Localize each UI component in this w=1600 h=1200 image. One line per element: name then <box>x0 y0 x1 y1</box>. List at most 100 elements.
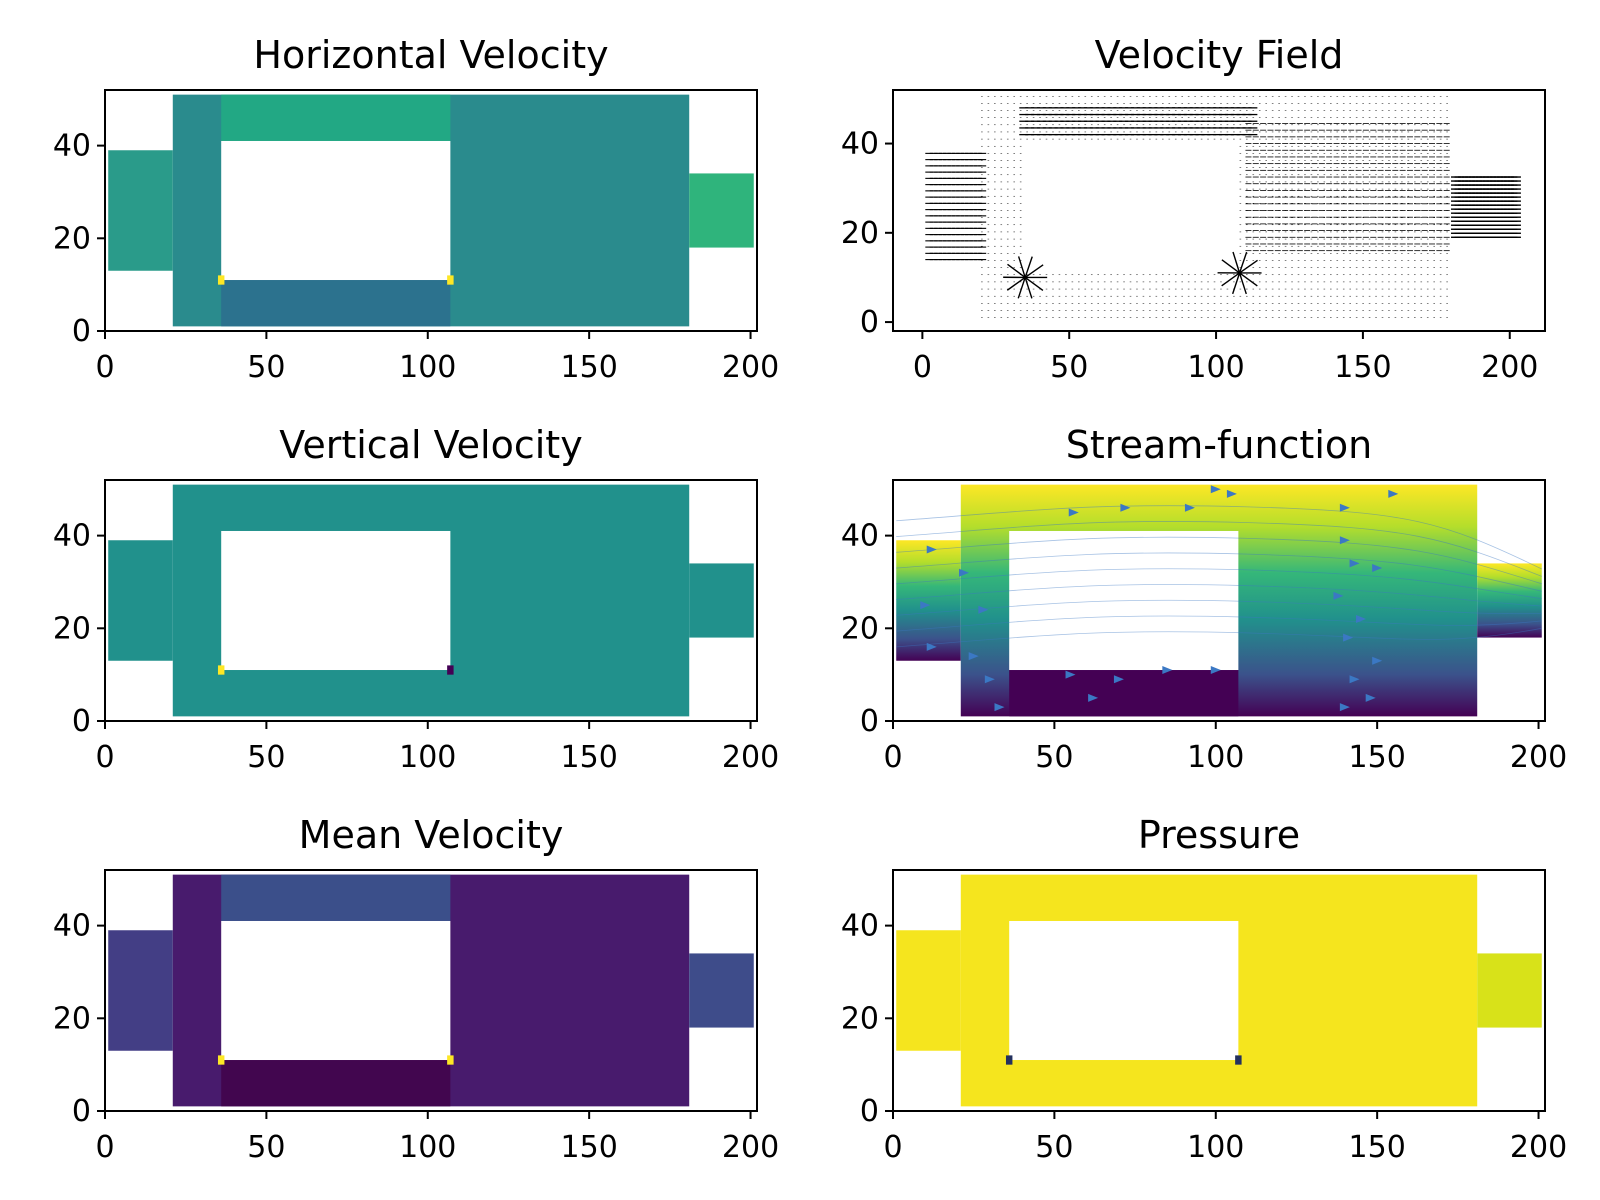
stream-arrow <box>968 652 979 661</box>
stream-arrow <box>1356 615 1367 624</box>
obstacle <box>221 920 451 1061</box>
x-tick-label: 200 <box>722 1130 779 1165</box>
stream-arrow <box>1065 670 1076 679</box>
y-tick-label: 0 <box>72 704 91 739</box>
stream-arrow <box>994 703 1005 712</box>
obstacle <box>1009 530 1239 671</box>
stream-arrow <box>978 605 989 614</box>
x-tick-label: 100 <box>399 350 456 385</box>
streamline <box>896 584 1542 607</box>
streamline <box>896 521 1542 577</box>
streamline <box>896 627 1542 648</box>
corner-burst-arrow <box>1007 263 1026 279</box>
y-tick-label: 20 <box>53 221 91 256</box>
y-tick-label: 40 <box>841 127 879 162</box>
corner-burst-arrow <box>1024 276 1044 291</box>
stream-arrow <box>1388 489 1399 498</box>
x-tick-label: 150 <box>1349 1130 1406 1165</box>
corner-burst-arrow <box>1232 251 1241 274</box>
stream-arrow <box>1210 666 1221 675</box>
corner-burst-arrow <box>1024 277 1033 299</box>
x-tick-label: 200 <box>722 740 779 775</box>
x-tick-label: 0 <box>913 350 932 385</box>
inlet-region <box>896 930 961 1051</box>
stream-arrow <box>1339 536 1350 545</box>
stream-arrow <box>1343 633 1354 642</box>
stream-arrow <box>1113 675 1124 684</box>
panel-vertical: 0 50 100 150 200 0 20 40 Vertical Velocity <box>53 423 779 775</box>
corner-burst-arrow <box>1024 256 1033 278</box>
y-tick-label: 40 <box>53 909 91 944</box>
panel-stream: 0 50 100 150 200 0 20 40 Stream-function <box>841 423 1567 775</box>
y-tick-label: 0 <box>72 1094 91 1129</box>
streamline <box>896 599 1542 616</box>
y-tick-label: 0 <box>860 704 879 739</box>
y-tick-label: 0 <box>860 305 879 340</box>
lower-gap <box>1009 670 1239 717</box>
stream-arrow <box>1349 675 1360 684</box>
upper-gap <box>221 94 451 141</box>
y-tick-label: 40 <box>53 519 91 554</box>
inlet-region <box>896 540 961 661</box>
corner-burst-arrow <box>1238 272 1247 295</box>
x-tick-label: 200 <box>1510 1130 1567 1165</box>
corner-burst-arrow <box>1006 276 1026 291</box>
stream-arrow <box>1068 508 1079 517</box>
y-tick-label: 40 <box>841 909 879 944</box>
corner-spot <box>217 1055 225 1065</box>
x-tick-label: 100 <box>399 740 456 775</box>
corner-burst-arrow <box>1221 259 1240 274</box>
outlet-region <box>689 953 754 1028</box>
y-tick-label: 0 <box>860 1094 879 1129</box>
x-tick-label: 50 <box>247 350 285 385</box>
panel-horizontal: 0 50 100 150 200 0 20 40 Horizontal Velocity <box>53 33 779 385</box>
x-tick-label: 0 <box>95 740 114 775</box>
streamline <box>896 615 1542 632</box>
corner-burst-arrow <box>1231 272 1241 295</box>
corner-spot <box>217 665 225 675</box>
stream-arrow <box>1339 503 1350 512</box>
x-tick-label: 200 <box>722 350 779 385</box>
stream-arrow <box>1349 559 1360 568</box>
axes-frame <box>104 479 758 722</box>
x-tick-label: 100 <box>1187 350 1244 385</box>
x-tick-label: 0 <box>95 350 114 385</box>
outlet-region <box>689 563 754 638</box>
streamline <box>896 552 1542 592</box>
x-tick-label: 150 <box>1349 740 1406 775</box>
x-tick-label: 50 <box>1035 1130 1073 1165</box>
corner-spot <box>1235 1055 1242 1065</box>
corner-burst-arrow <box>1238 251 1248 274</box>
corner-spot <box>447 1055 454 1065</box>
streamline <box>896 536 1542 585</box>
y-tick-label: 40 <box>841 519 879 554</box>
x-tick-label: 150 <box>561 350 618 385</box>
x-tick-label: 100 <box>399 1130 456 1165</box>
inlet-region <box>108 930 173 1051</box>
quiver-arrows <box>925 95 1521 318</box>
stream-arrow <box>1210 485 1221 494</box>
y-tick-label: 20 <box>53 611 91 646</box>
x-tick-label: 100 <box>1187 740 1244 775</box>
axes-frame <box>892 479 1546 722</box>
stream-arrow <box>1184 503 1195 512</box>
corner-spot <box>1005 1055 1013 1065</box>
y-tick-label: 20 <box>841 216 879 251</box>
outlet-region <box>1477 563 1542 638</box>
lower-gap <box>221 1060 451 1107</box>
outlet-region <box>689 173 754 248</box>
outlet-region <box>1477 953 1542 1028</box>
x-tick-label: 50 <box>1050 350 1088 385</box>
panel-title: Velocity Field <box>1095 33 1344 77</box>
y-tick-label: 20 <box>53 1001 91 1036</box>
obstacle <box>221 530 451 671</box>
x-tick-label: 150 <box>561 1130 618 1165</box>
x-tick-label: 0 <box>883 740 902 775</box>
corner-spot <box>447 275 454 285</box>
streamline <box>896 505 1542 570</box>
corner-burst-arrow <box>1017 256 1026 278</box>
stream-arrow <box>1226 489 1237 498</box>
axes-frame <box>104 869 758 1112</box>
y-tick-label: 20 <box>841 611 879 646</box>
